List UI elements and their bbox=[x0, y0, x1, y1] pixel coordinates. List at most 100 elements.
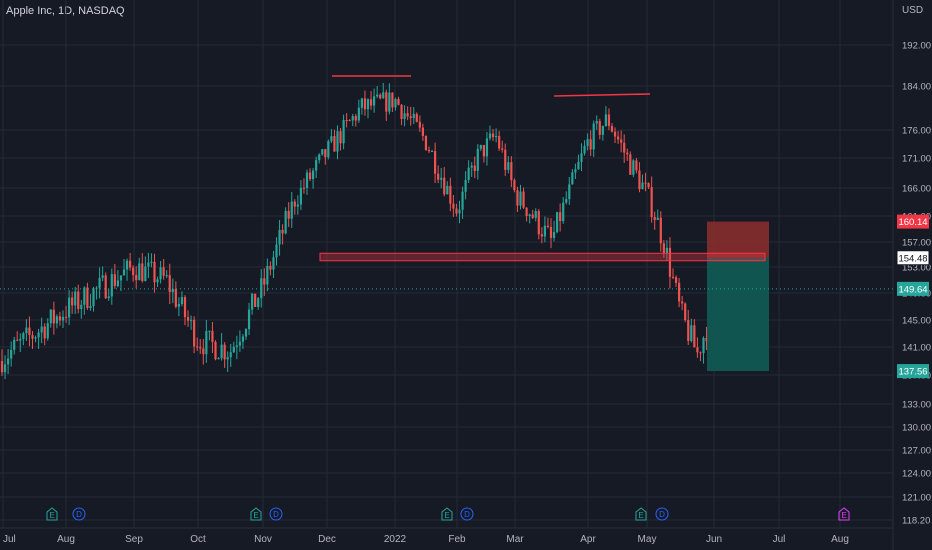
candle-body bbox=[138, 263, 141, 281]
candle-body bbox=[665, 247, 668, 254]
candle-body bbox=[650, 187, 653, 218]
chart-title: Apple Inc, 1D, NASDAQ bbox=[6, 5, 125, 17]
x-tick-label: Dec bbox=[318, 534, 336, 545]
candle-body bbox=[220, 344, 223, 359]
candle-body bbox=[10, 349, 13, 359]
current-price-label: 149.64 bbox=[898, 284, 927, 295]
earnings-event-icon[interactable] bbox=[838, 507, 850, 521]
candle-body bbox=[171, 288, 174, 292]
candle-body bbox=[613, 131, 617, 137]
candle-body bbox=[635, 160, 638, 171]
earnings-event-icon[interactable] bbox=[441, 507, 453, 521]
candle-body bbox=[632, 160, 635, 175]
candle-body bbox=[25, 327, 28, 334]
candle-body bbox=[534, 211, 537, 218]
candle-body bbox=[476, 148, 479, 171]
earnings-event-icon[interactable] bbox=[46, 507, 58, 521]
dividend-event-icon[interactable] bbox=[269, 507, 283, 521]
candle-body bbox=[571, 172, 574, 185]
candle-body bbox=[257, 298, 260, 307]
earnings-event-label: E bbox=[841, 511, 846, 520]
candle-body bbox=[421, 127, 424, 136]
y-tick-label: 153.00 bbox=[902, 263, 931, 274]
candle-body bbox=[324, 149, 327, 158]
stop-loss-zone[interactable] bbox=[707, 221, 769, 258]
candle-body bbox=[586, 139, 589, 146]
candle-body bbox=[626, 152, 629, 155]
candle-body bbox=[348, 120, 351, 122]
x-tick-label: Feb bbox=[448, 534, 466, 545]
candle-body bbox=[674, 277, 678, 283]
candle-body bbox=[312, 170, 315, 180]
candle-body bbox=[58, 316, 62, 321]
dividend-event-icon[interactable] bbox=[72, 507, 86, 521]
candle-body bbox=[427, 150, 431, 152]
dividend-event-icon[interactable] bbox=[460, 507, 474, 521]
candle-body bbox=[22, 333, 25, 339]
candle-body bbox=[77, 291, 80, 310]
x-tick-label: May bbox=[638, 534, 657, 545]
x-tick-label: Jul bbox=[773, 534, 786, 545]
candle-body bbox=[284, 210, 287, 234]
dividend-event-icon[interactable] bbox=[655, 507, 669, 521]
candle-body bbox=[211, 330, 214, 342]
candle-body bbox=[159, 267, 162, 280]
candle-body bbox=[510, 162, 513, 181]
y-tick-label: 133.00 bbox=[902, 400, 931, 411]
candle-body bbox=[693, 325, 696, 348]
x-tick-label: Sep bbox=[125, 534, 143, 545]
x-tick-label: Mar bbox=[506, 534, 524, 545]
candle-body bbox=[394, 98, 397, 108]
candle-body bbox=[315, 160, 318, 171]
candle-body bbox=[366, 99, 370, 110]
candle-body bbox=[525, 207, 528, 216]
take-profit-zone[interactable] bbox=[707, 257, 769, 372]
target-price-label: 137.56 bbox=[898, 367, 927, 378]
candle-body bbox=[601, 125, 604, 135]
candle-body bbox=[40, 326, 43, 333]
x-tick-label: Oct bbox=[190, 534, 206, 545]
candle-body bbox=[232, 346, 235, 353]
candle-body bbox=[71, 297, 74, 306]
candles bbox=[0, 83, 708, 380]
candle-body bbox=[104, 275, 107, 299]
candle-body bbox=[409, 116, 412, 119]
support-band[interactable] bbox=[319, 252, 766, 262]
candle-body bbox=[485, 138, 489, 157]
candle-body bbox=[504, 149, 507, 170]
y-tick-label: 171.00 bbox=[902, 154, 931, 165]
candle-body bbox=[537, 211, 540, 235]
candle-body bbox=[491, 133, 495, 138]
y-tick-label: 127.00 bbox=[902, 446, 931, 457]
earnings-event-icon[interactable] bbox=[635, 507, 647, 521]
candle-body bbox=[598, 121, 601, 135]
candle-body bbox=[687, 320, 690, 341]
candle-body bbox=[449, 185, 452, 204]
candle-body bbox=[13, 339, 16, 350]
candle-body bbox=[659, 217, 662, 244]
y-tick-label: 192.00 bbox=[902, 41, 931, 52]
stop-price-label: 160.14 bbox=[898, 217, 927, 228]
candle-body bbox=[424, 135, 428, 151]
candle-body bbox=[49, 309, 52, 324]
candle-body bbox=[205, 331, 208, 355]
candle-body bbox=[430, 151, 434, 153]
candle-body bbox=[668, 247, 672, 277]
candle-body bbox=[699, 352, 702, 354]
y-tick-label: 184.00 bbox=[902, 82, 931, 93]
candle-body bbox=[293, 201, 296, 207]
candle-body bbox=[43, 326, 46, 339]
candle-body bbox=[281, 229, 284, 234]
candle-body bbox=[595, 121, 598, 124]
candle-body bbox=[559, 212, 562, 222]
candle-body bbox=[196, 346, 199, 348]
dividend-event-label: D bbox=[273, 510, 279, 519]
y-tick-label: 157.00 bbox=[902, 238, 931, 249]
candle-body bbox=[589, 139, 592, 150]
candle-body bbox=[406, 113, 409, 117]
candle-body bbox=[382, 92, 385, 99]
resistance-line-apr[interactable] bbox=[553, 93, 651, 97]
candle-body bbox=[339, 131, 342, 144]
earnings-event-icon[interactable] bbox=[250, 507, 262, 521]
